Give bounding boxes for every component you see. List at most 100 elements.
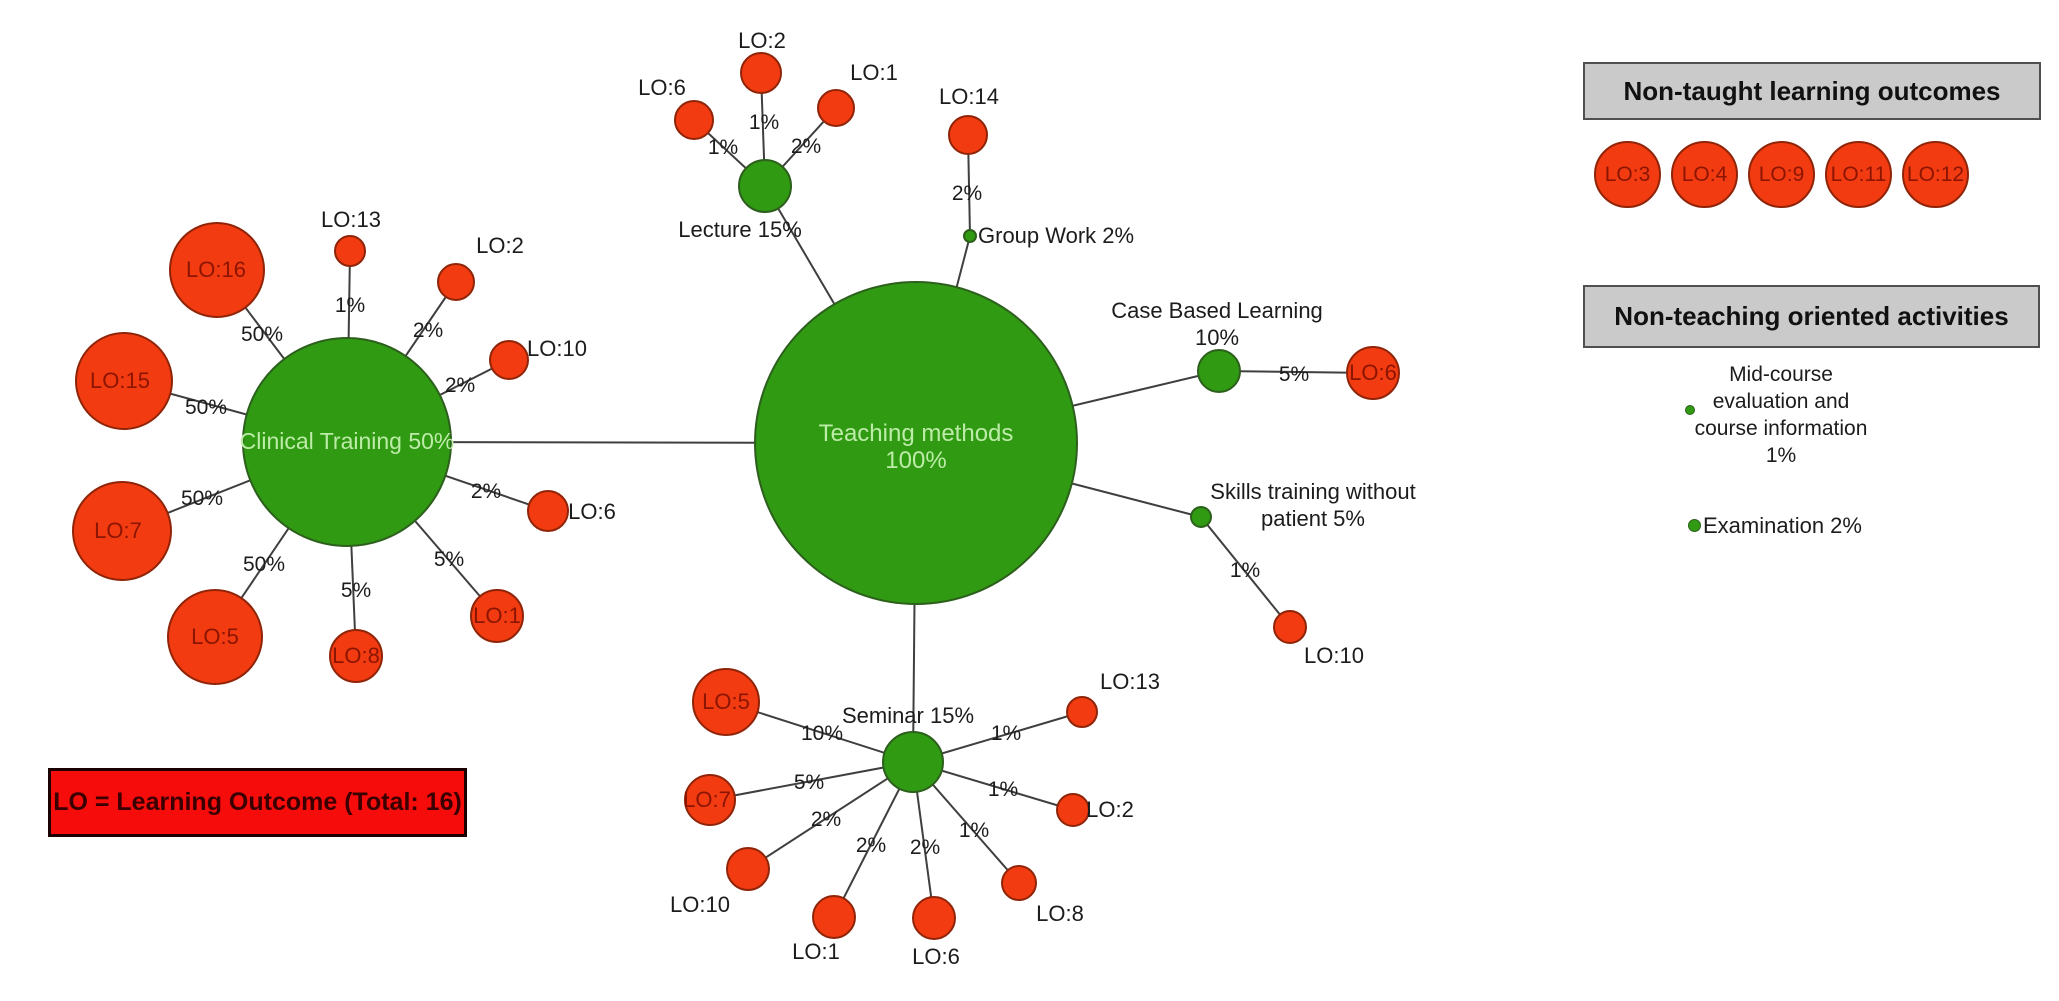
node-cbl_lo6 bbox=[1346, 346, 1400, 400]
node-sem_lo8 bbox=[1001, 865, 1037, 901]
node-label-sem_lo2-0: LO:2 bbox=[1086, 797, 1134, 822]
node-lec_lo1 bbox=[817, 89, 855, 127]
node-label-ct_lo1-0: LO:1 bbox=[473, 603, 521, 628]
node-sem_lo1 bbox=[812, 895, 856, 939]
node-sem_lo10 bbox=[726, 847, 770, 891]
node-sem_lo7 bbox=[684, 774, 736, 826]
edge-label-sem-sem_lo2: 1% bbox=[988, 778, 1018, 801]
node-ct_lo13 bbox=[334, 235, 366, 267]
node-label-sem_lo13-0: LO:13 bbox=[1100, 669, 1160, 694]
edge-label-ct-ct_lo7: 50% bbox=[181, 487, 223, 510]
edge-label-cbl-cbl_lo6: 5% bbox=[1279, 363, 1309, 386]
node-gw bbox=[963, 229, 977, 243]
node-ct_lo10 bbox=[489, 340, 529, 380]
legend-lo-circle: LO:11 bbox=[1825, 141, 1892, 208]
edge-label-gw-gw_lo14: 2% bbox=[952, 182, 982, 205]
node-ct_lo16 bbox=[169, 222, 265, 318]
midcourse-line: Mid-course bbox=[1729, 363, 1833, 386]
midcourse-label: Mid-course evaluation and course informa… bbox=[1666, 361, 1896, 469]
examination-dot-icon bbox=[1688, 519, 1701, 532]
edge-label-ct-ct_lo8: 5% bbox=[341, 579, 371, 602]
legend-lo-circle: LO:3 bbox=[1594, 141, 1661, 208]
edge-label-sem-sem_lo7: 5% bbox=[794, 771, 824, 794]
lo-note-box: LO = Learning Outcome (Total: 16) bbox=[48, 768, 467, 837]
legend-non-taught-header: Non-taught learning outcomes bbox=[1583, 62, 2041, 120]
node-lec_lo2 bbox=[740, 52, 782, 94]
node-label-sem_lo8-0: LO:8 bbox=[1036, 901, 1084, 926]
node-label-sk-1: patient 5% bbox=[1261, 506, 1365, 531]
node-cbl bbox=[1197, 349, 1241, 393]
lo-note-text: LO = Learning Outcome (Total: 16) bbox=[53, 788, 462, 816]
node-label-lec_lo1-0: LO:1 bbox=[850, 60, 898, 85]
edge-label-ct-ct_lo5: 50% bbox=[243, 553, 285, 576]
node-label-cbl-0: Case Based Learning bbox=[1111, 298, 1323, 323]
edge-sk-sk_lo10 bbox=[1200, 516, 1291, 628]
legend-non-teaching-header: Non-teaching oriented activities bbox=[1583, 285, 2040, 348]
edge-label-sem-sem_lo5: 10% bbox=[801, 722, 843, 745]
edge-label-ct-ct_lo13: 1% bbox=[335, 294, 365, 317]
edge-label-sem-sem_lo13: 1% bbox=[991, 722, 1021, 745]
node-label-sk_lo10-0: LO:10 bbox=[1304, 643, 1364, 668]
node-label-lec_lo6-0: LO:6 bbox=[638, 75, 686, 100]
legend-non-taught-title: Non-taught learning outcomes bbox=[1623, 75, 2001, 106]
node-label-ct_lo6-0: LO:6 bbox=[568, 499, 616, 524]
node-label-gw-0: Group Work 2% bbox=[978, 223, 1134, 248]
edge-label-sem-sem_lo6: 2% bbox=[910, 836, 940, 859]
node-label-sem_lo10-0: LO:10 bbox=[670, 892, 730, 917]
edge-label-sem-sem_lo1: 2% bbox=[856, 834, 886, 857]
midcourse-line: evaluation and bbox=[1712, 390, 1850, 413]
node-label-ct_lo5-0: LO:5 bbox=[191, 624, 239, 649]
node-ct_lo5 bbox=[167, 589, 263, 685]
midcourse-dot-icon bbox=[1685, 405, 1695, 415]
edge-label-ct-ct_lo1: 5% bbox=[434, 548, 464, 571]
node-label-sem_lo1-0: LO:1 bbox=[792, 939, 840, 964]
node-label-cbl_lo6-0: LO:6 bbox=[1349, 360, 1397, 385]
midcourse-line: 1% bbox=[1765, 444, 1797, 467]
node-label-gw_lo14-0: LO:14 bbox=[939, 84, 999, 109]
edge-label-sem-sem_lo10: 2% bbox=[811, 808, 841, 831]
node-sem_lo13 bbox=[1066, 696, 1098, 728]
examination-label: Examination 2% bbox=[1703, 513, 1862, 538]
node-sem_lo2 bbox=[1056, 793, 1090, 827]
node-label-ct_lo8-0: LO:8 bbox=[332, 643, 380, 668]
node-label-sem-0: Seminar 15% bbox=[842, 703, 974, 728]
node-label-sk-0: Skills training without bbox=[1210, 479, 1415, 504]
edge-sem-sem_lo10 bbox=[747, 761, 914, 870]
edge-label-ct-ct_lo15: 50% bbox=[185, 396, 227, 419]
legend-lo-circle: LO:12 bbox=[1902, 141, 1969, 208]
legend-non-teaching-title: Non-teaching oriented activities bbox=[1614, 301, 2009, 331]
edge-label-ct-ct_lo10: 2% bbox=[445, 374, 475, 397]
node-label-ct_lo10-0: LO:10 bbox=[527, 336, 587, 361]
node-sem bbox=[882, 731, 944, 793]
node-label-cbl-1: 10% bbox=[1195, 325, 1239, 350]
node-sk_lo10 bbox=[1273, 610, 1307, 644]
node-label-ct_lo16-0: LO:16 bbox=[186, 257, 246, 282]
node-ct_lo1 bbox=[470, 589, 524, 643]
legend-lo-circle: LO:9 bbox=[1748, 141, 1815, 208]
node-lec bbox=[738, 159, 792, 213]
node-ct bbox=[242, 337, 452, 547]
node-label-sem_lo7-0: LO:7 bbox=[683, 787, 731, 812]
legend-lo-circle: LO:4 bbox=[1671, 141, 1738, 208]
edge-label-lec-lec_lo2: 1% bbox=[749, 111, 779, 134]
edge-label-sk-sk_lo10: 1% bbox=[1230, 559, 1260, 582]
node-label-ct_lo2-0: LO:2 bbox=[476, 233, 524, 258]
node-label-lec-0: Lecture 15% bbox=[678, 217, 802, 242]
node-sem_lo6 bbox=[912, 896, 956, 940]
edge-label-ct-ct_lo6: 2% bbox=[471, 480, 501, 503]
node-ct_lo8 bbox=[329, 629, 383, 683]
node-ct_lo15 bbox=[75, 332, 173, 430]
node-sk bbox=[1190, 506, 1212, 528]
node-label-ct-0: Clinical Training 50% bbox=[240, 428, 455, 454]
edge-label-lec-lec_lo6: 1% bbox=[708, 136, 738, 159]
node-label-ct_lo13-0: LO:13 bbox=[321, 207, 381, 232]
node-label-lec_lo2-0: LO:2 bbox=[738, 28, 786, 53]
node-ct_lo6 bbox=[527, 490, 569, 532]
node-gw_lo14 bbox=[948, 115, 988, 155]
edge-label-lec-lec_lo1: 2% bbox=[791, 135, 821, 158]
non-taught-circle-row: LO:3 LO:4 LO:9 LO:11 LO:12 bbox=[1594, 141, 1969, 208]
node-label-ct_lo7-0: LO:7 bbox=[94, 518, 142, 543]
node-label-tm-1: 100% bbox=[885, 447, 946, 474]
